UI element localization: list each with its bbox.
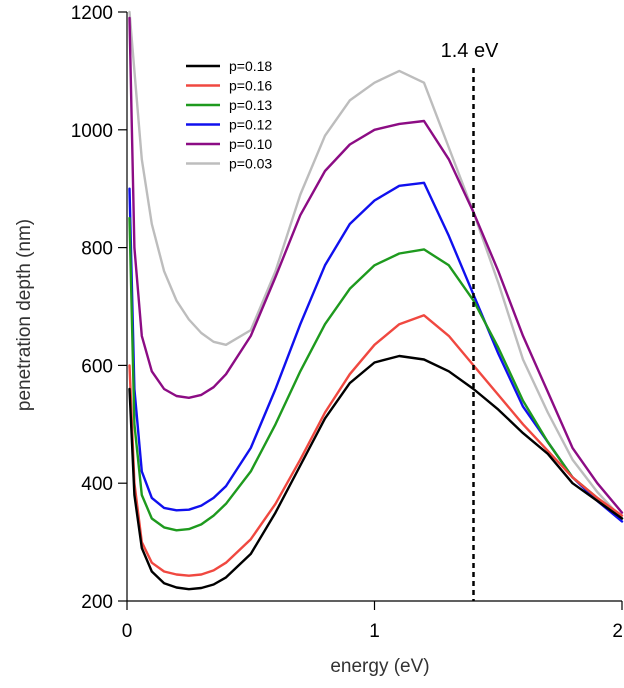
legend-label: p=0.13	[229, 97, 272, 113]
y-tick-label: 1200	[71, 3, 113, 24]
legend-label: p=0.12	[229, 117, 272, 133]
y-axis-title: penetration depth (nm)	[14, 219, 35, 411]
y-tick-label: 1000	[71, 121, 113, 142]
y-axis: 200 400 600 800 1000 1200	[71, 3, 127, 613]
y-tick-label: 800	[81, 239, 113, 260]
series-line-p-0-18	[128, 354, 624, 591]
series-line-p-0-10	[128, 16, 624, 514]
x-tick-label: 0	[122, 621, 133, 642]
x-axis: 0 1 2	[122, 601, 623, 642]
legend-label: p=0.16	[229, 78, 272, 94]
series-layer	[128, 10, 624, 591]
y-tick-label: 200	[81, 592, 113, 613]
series-line-p-0-12	[128, 181, 624, 523]
annotation-label: 1.4 eV	[441, 40, 499, 62]
annotation-layer: 1.4 eV	[441, 40, 499, 601]
series-line-p-0-03	[128, 10, 624, 520]
series-line-p-0-13	[128, 216, 624, 532]
legend-label: p=0.10	[229, 136, 272, 152]
legend-label: p=0.03	[229, 156, 272, 172]
x-tick-label: 2	[612, 621, 623, 642]
y-tick-label: 600	[81, 356, 113, 377]
series-line-p-0-16	[128, 314, 624, 577]
legend: p=0.18 p=0.16 p=0.13 p=0.12 p=0.10 p=0.03	[186, 58, 272, 172]
x-tick-label: 1	[369, 621, 380, 642]
x-axis-title: energy (eV)	[330, 656, 429, 677]
y-tick-label: 400	[81, 474, 113, 495]
plot-frame	[126, 12, 622, 602]
legend-label: p=0.18	[229, 58, 272, 74]
